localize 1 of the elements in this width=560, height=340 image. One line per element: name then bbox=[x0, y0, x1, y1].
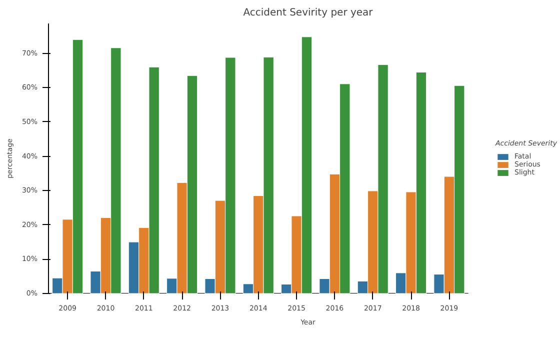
chart-title: Accident Sevirity per year bbox=[243, 8, 374, 18]
